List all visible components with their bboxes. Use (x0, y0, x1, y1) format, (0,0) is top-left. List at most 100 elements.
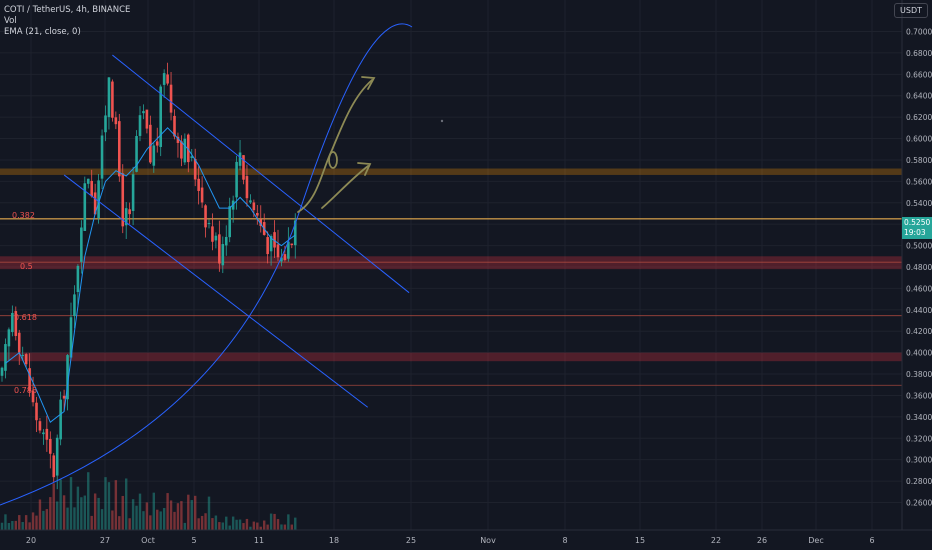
candle-body (11, 312, 14, 333)
symbol-label[interactable]: COTI / TetherUS, 4h, BINANCE (4, 5, 131, 15)
candle-body (228, 206, 231, 238)
time-tick-label: 27 (100, 536, 110, 545)
volume-bar (80, 497, 83, 530)
parabolic-curve (0, 23, 413, 506)
time-tick-label: Nov (480, 536, 496, 545)
candle-body (97, 180, 100, 219)
volume-bar (235, 519, 238, 530)
time-tick-label: 6 (869, 536, 874, 545)
candle-body (90, 180, 93, 197)
candle-body (17, 332, 21, 353)
price-tick-label: 0.3200 (906, 434, 932, 443)
ema-indicator-label[interactable]: EMA (21, close, 0) (4, 27, 81, 37)
volume-bar (283, 524, 287, 530)
volume-bar (294, 517, 297, 530)
price-tick-label: 0.6000 (906, 135, 932, 144)
candle-body (152, 145, 156, 166)
volume-bar (276, 519, 280, 530)
candle-body (207, 223, 211, 225)
candle-body (145, 109, 149, 129)
candle-body (118, 121, 121, 177)
volume-bar (242, 523, 245, 530)
candle-body (114, 117, 118, 125)
volume-bar (11, 520, 14, 530)
candle-body (283, 254, 287, 261)
volume-bar (4, 514, 7, 530)
volume-bar (225, 516, 228, 530)
candle-body (180, 141, 183, 159)
volume-bar (138, 493, 142, 530)
candle-body (28, 368, 31, 392)
candle-body (211, 226, 214, 242)
volume-bar (156, 509, 159, 530)
candle-body (45, 428, 49, 440)
candle-body (31, 390, 35, 403)
time-tick-label: 11 (254, 536, 264, 545)
volume-bar (42, 510, 45, 530)
candle-body (142, 111, 145, 114)
fib-label-0618: 0.618 (14, 313, 37, 322)
time-tick-label: Dec (808, 536, 823, 545)
candle-body (169, 84, 173, 113)
volume-bar (290, 524, 293, 530)
last-price-tag: 0.5250 19:03 (902, 217, 932, 239)
volume-bar (56, 501, 59, 530)
candle-body (190, 156, 194, 158)
price-tick-label: 0.4400 (906, 306, 932, 315)
volume-bar (231, 516, 235, 530)
volume-bar (183, 522, 187, 530)
volume-bar (287, 514, 290, 530)
candle-body (93, 192, 97, 215)
candle-body (80, 227, 83, 262)
volume-bar (62, 495, 66, 530)
volume-bar (114, 480, 118, 530)
candle-body (221, 244, 225, 266)
volume-bar (87, 472, 90, 530)
price-tick-label: 0.3800 (906, 370, 932, 379)
candle-body (55, 437, 59, 476)
candle-body (62, 395, 66, 399)
time-axis-background (0, 530, 932, 550)
ema-line (5, 127, 296, 423)
candle-body (249, 200, 252, 203)
candle-body (197, 178, 200, 191)
volume-bar (256, 522, 259, 530)
candle-body (111, 81, 114, 118)
price-tick-label: 0.3600 (906, 391, 932, 400)
candle-body (245, 176, 249, 199)
candle-body (128, 209, 131, 215)
candle-body (287, 241, 290, 259)
time-axis: 20 27 Oct 5 11 18 25 Nov 8 15 22 26 Dec 6 (0, 529, 932, 550)
candle-body (187, 134, 190, 163)
price-tick-label: 0.3400 (906, 413, 932, 422)
volume-bar (59, 479, 62, 530)
candle-body (52, 455, 56, 478)
candle-body (73, 294, 76, 317)
volume-bar (204, 513, 207, 530)
volume-bar (169, 500, 173, 530)
volume-bars (0, 472, 297, 530)
zone-support (0, 256, 902, 270)
price-tick-label: 0.2800 (906, 477, 932, 486)
currency-unit-button[interactable]: USDT (894, 3, 928, 18)
volume-bar (7, 522, 11, 530)
candle-body (259, 219, 263, 226)
volume-indicator-label[interactable]: Vol (4, 16, 17, 26)
candle-body (76, 265, 80, 293)
price-tick-label: 0.4200 (906, 327, 932, 336)
volume-bar (152, 492, 155, 530)
volume-bar (14, 520, 17, 530)
volume-bar (266, 524, 269, 530)
volume-bar (263, 520, 266, 530)
volume-bar (90, 515, 93, 530)
time-tick-label: 15 (635, 536, 645, 545)
candle-body (293, 220, 297, 246)
candle-body (176, 136, 180, 143)
volume-bar (145, 502, 149, 530)
volume-bar (228, 525, 231, 530)
time-tick-label: 25 (406, 536, 416, 545)
time-tick-label: 5 (191, 536, 196, 545)
last-price-value: 0.5250 (904, 218, 931, 227)
